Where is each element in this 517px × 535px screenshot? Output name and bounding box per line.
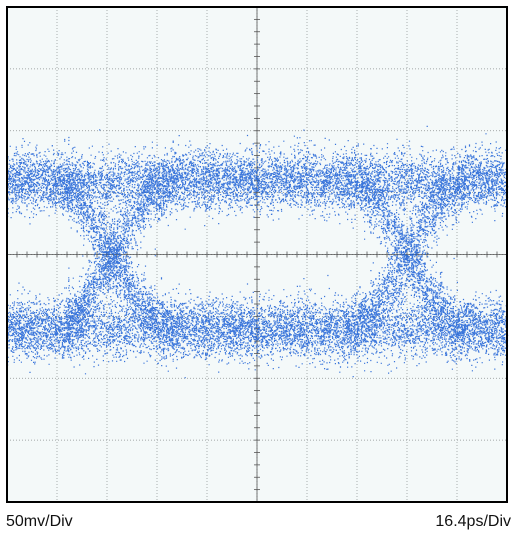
vertical-scale-label: 50mv/Div bbox=[6, 513, 73, 530]
screen-frame bbox=[6, 6, 508, 503]
horizontal-scale-label: 16.4ps/Div bbox=[435, 513, 511, 530]
eye-diagram-point-cloud bbox=[7, 125, 509, 379]
eye-diagram-traces bbox=[7, 125, 509, 379]
center-axes bbox=[7, 7, 507, 502]
oscilloscope-screen bbox=[6, 6, 509, 503]
